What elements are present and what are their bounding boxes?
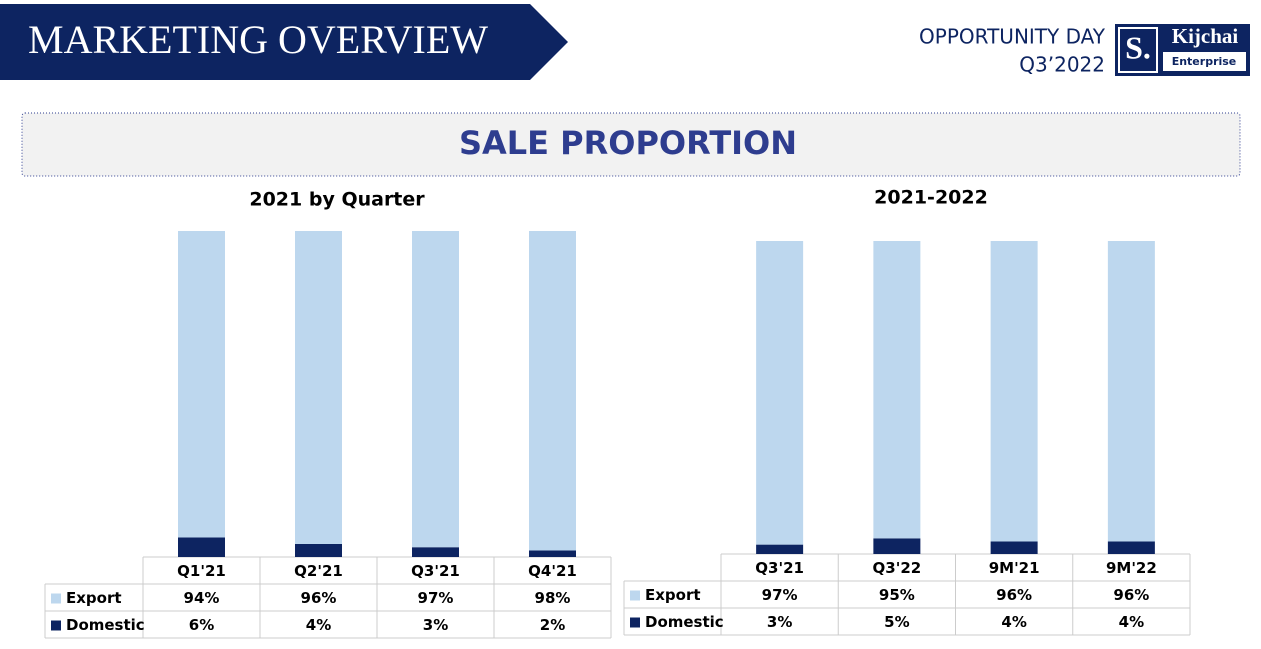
value-label: 6%	[189, 616, 214, 634]
logo-name: Kijchai	[1172, 24, 1239, 48]
bar-segment	[873, 241, 921, 539]
bar-segment	[529, 231, 576, 551]
value-label: 4%	[1001, 613, 1026, 631]
value-label: 97%	[762, 586, 798, 604]
legend-label: Export	[645, 586, 701, 604]
value-label: 96%	[1113, 586, 1149, 604]
legend-swatch	[630, 617, 640, 628]
category-label: Q4'21	[528, 562, 577, 580]
chart-title: 2021-2022	[874, 187, 988, 209]
legend-label: Domestic	[66, 616, 145, 634]
category-label: Q2'21	[294, 562, 343, 580]
bar-segment	[756, 241, 804, 545]
event: OPPORTUNITY DAY	[919, 25, 1106, 49]
section-banner	[21, 112, 1241, 177]
value-label: 2%	[540, 616, 565, 634]
bar-segment	[295, 543, 342, 557]
logo-sub-box	[1163, 52, 1246, 71]
value-label: 3%	[423, 616, 448, 634]
bar-segment	[178, 537, 225, 557]
logo-frame	[1118, 27, 1158, 73]
logo-mark: S.	[1125, 29, 1151, 65]
category-label: 9M'22	[1106, 559, 1157, 577]
bar-segment	[295, 231, 342, 544]
value-label: 4%	[306, 616, 331, 634]
bar-segment	[756, 544, 804, 554]
value-label: 95%	[879, 586, 915, 604]
bar-segment	[990, 541, 1038, 554]
value-label: 3%	[767, 613, 792, 631]
value-label: 96%	[996, 586, 1032, 604]
logo-sub: Enterprise	[1172, 55, 1237, 68]
legend-label: Domestic	[645, 613, 724, 631]
bar-segment	[1107, 541, 1155, 554]
bar-segment	[1107, 241, 1155, 542]
bar-segment	[873, 538, 921, 554]
legend-label: Export	[66, 589, 122, 607]
value-label: 96%	[301, 589, 337, 607]
category-label: Q3'21	[411, 562, 460, 580]
category-label: Q1'21	[177, 562, 226, 580]
category-label: Q3'21	[755, 559, 804, 577]
value-label: 98%	[535, 589, 571, 607]
category-label: Q3'22	[873, 559, 922, 577]
value-label: 5%	[884, 613, 909, 631]
section-title: SALE PROPORTION	[459, 124, 797, 162]
value-label: 97%	[418, 589, 454, 607]
page-title: MARKETING OVERVIEW	[28, 17, 488, 62]
category-label: 9M'21	[989, 559, 1040, 577]
value-label: 4%	[1119, 613, 1144, 631]
chart-title: 2021 by Quarter	[249, 189, 425, 211]
bar-segment	[412, 231, 459, 548]
legend-swatch	[51, 620, 61, 631]
bar-segment	[178, 231, 225, 538]
legend-swatch	[51, 593, 61, 604]
bar-segment	[529, 550, 576, 557]
value-label: 94%	[184, 589, 220, 607]
legend-swatch	[630, 590, 640, 601]
header-band	[0, 4, 568, 80]
bar-segment	[990, 241, 1038, 542]
period: Q3’2022	[1019, 53, 1105, 77]
bar-segment	[412, 547, 459, 557]
